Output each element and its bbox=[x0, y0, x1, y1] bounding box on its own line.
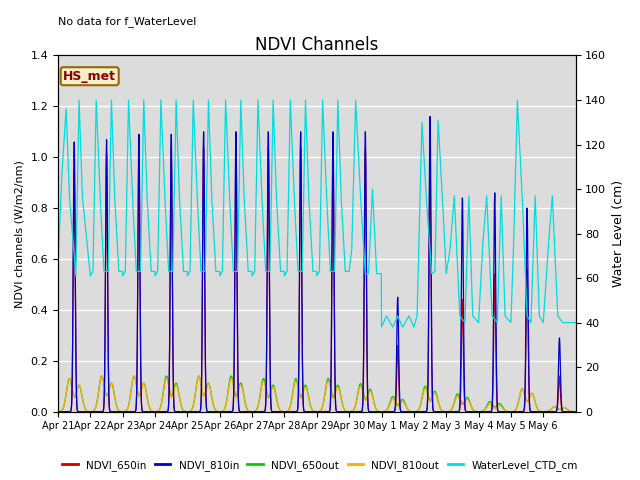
Title: NDVI Channels: NDVI Channels bbox=[255, 36, 378, 54]
Text: No data for f_WaterLevel: No data for f_WaterLevel bbox=[58, 16, 196, 27]
Legend: NDVI_650in, NDVI_810in, NDVI_650out, NDVI_810out, WaterLevel_CTD_cm: NDVI_650in, NDVI_810in, NDVI_650out, NDV… bbox=[58, 456, 582, 475]
Y-axis label: NDVI channels (W/m2/nm): NDVI channels (W/m2/nm) bbox=[15, 160, 25, 308]
Y-axis label: Water Level (cm): Water Level (cm) bbox=[612, 180, 625, 287]
Text: HS_met: HS_met bbox=[63, 70, 116, 83]
